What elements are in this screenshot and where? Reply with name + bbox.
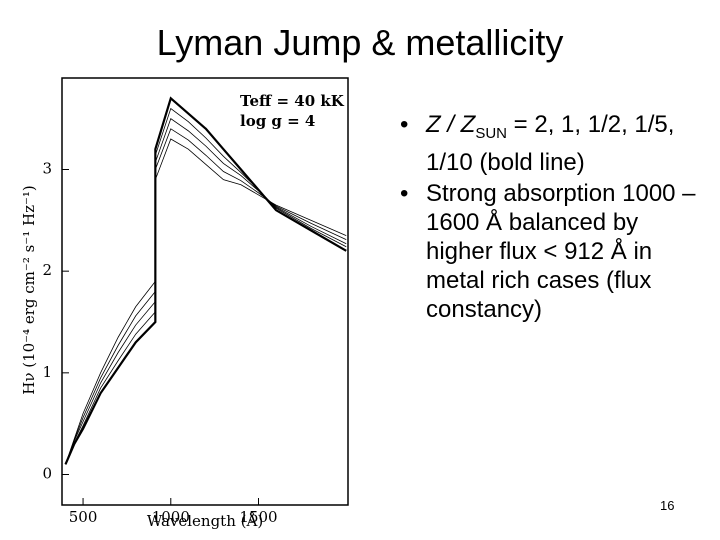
- annotation: Teff = 40 kK: [240, 92, 345, 110]
- x-tick-label: 500: [69, 508, 98, 526]
- bullet: Strong absorption 1000 – 1600 Å balanced…: [400, 179, 700, 324]
- bullet-text: Strong absorption 1000 – 1600 Å balanced…: [426, 179, 696, 323]
- x-tick-label: 1000: [152, 508, 190, 526]
- page-number: 16: [660, 498, 675, 513]
- spectrum-line: [65, 107, 347, 465]
- bullet-subscript: SUN: [475, 124, 507, 142]
- slide-title: Lyman Jump & metallicity: [156, 22, 564, 63]
- spectrum-line: [65, 128, 347, 465]
- bullet-text: = 2, 1, 1/2, 1/5, 1/10 (bold line): [426, 111, 675, 176]
- bullet-list: Z / ZSUN = 2, 1, 1/2, 1/5, 1/10 (bold li…: [400, 110, 700, 326]
- y-axis-label: Hν (10⁻⁴ erg cm⁻² s⁻¹ Hz⁻¹): [20, 185, 38, 395]
- bullet: Z / ZSUN = 2, 1, 1/2, 1/5, 1/10 (bold li…: [400, 110, 700, 177]
- y-tick-label: 3: [42, 160, 52, 178]
- y-tick-label: 0: [42, 465, 52, 483]
- y-tick-label: 2: [42, 261, 52, 279]
- x-tick-label: 1500: [239, 508, 277, 526]
- spectrum-line: [64, 96, 347, 465]
- spectrum-line: [65, 118, 347, 465]
- y-tick-label: 1: [42, 363, 52, 381]
- annotation: log g = 4: [240, 112, 315, 130]
- chart: Teff = 40 kK log g = 4 Wavelength (Å) Hν…: [20, 77, 349, 530]
- plot-frame: [61, 77, 349, 506]
- bullet-text: Z / Z: [426, 111, 476, 138]
- x-axis-label: Wavelength (Å): [147, 512, 263, 530]
- spectrum-line: [65, 138, 347, 465]
